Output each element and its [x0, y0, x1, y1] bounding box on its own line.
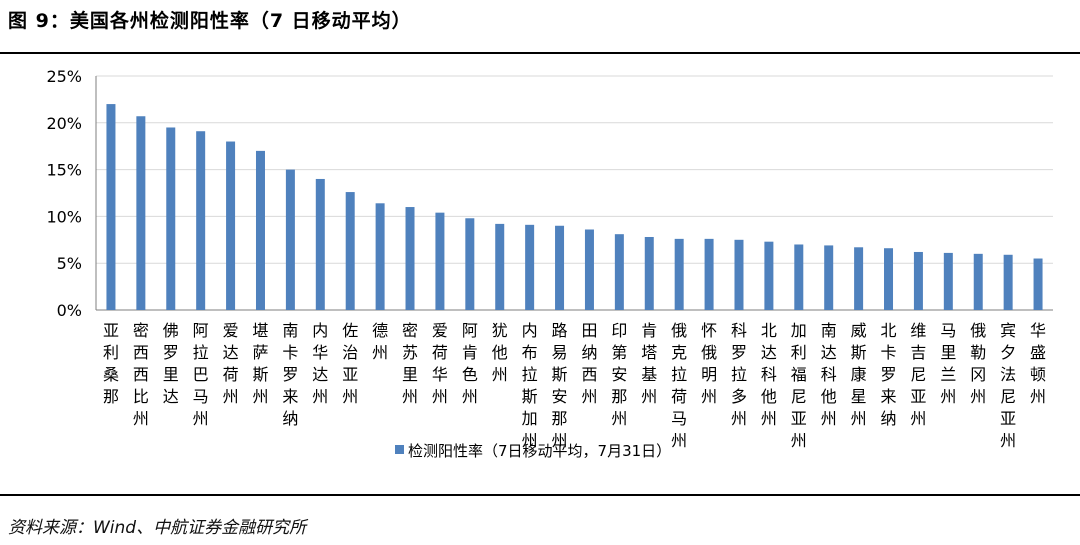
x-tick-label: 马里兰州: [940, 321, 956, 406]
bar: [704, 238, 714, 310]
bar: [345, 192, 355, 310]
bar: [106, 104, 116, 310]
bar: [495, 223, 505, 310]
x-tick-label: 华盛顿州: [1030, 321, 1046, 406]
x-tick-label: 亚利桑那: [103, 321, 119, 406]
x-tick-label: 肯塔基州: [641, 321, 657, 406]
x-tick-label: 维吉尼亚州: [910, 321, 926, 428]
bar: [226, 141, 236, 310]
bar: [196, 131, 206, 310]
x-tick-label: 佛罗里达: [163, 321, 179, 406]
y-tick-label: 15%: [46, 161, 82, 180]
top-rule: [0, 52, 1080, 54]
bar: [166, 127, 176, 310]
x-tick-label: 俄克拉荷马州: [671, 321, 687, 450]
x-tick-label: 密西西比州: [133, 321, 149, 428]
bar: [674, 238, 684, 310]
bar: [1003, 254, 1013, 310]
x-tick-label: 俄勒冈州: [970, 321, 986, 406]
bottom-rule: [0, 494, 1080, 496]
figure-title: 图 9：美国各州检测阳性率（7 日移动平均）: [8, 10, 412, 32]
y-tick-label: 5%: [57, 254, 82, 273]
legend: 检测阳性率（7日移动平均，7月31日）: [395, 442, 671, 460]
x-axis-labels: 亚利桑那密西西比州佛罗里达阿拉巴马州爱达荷州堪萨斯州南卡罗来纳内华达州佐治亚州德…: [103, 321, 1046, 450]
bar: [973, 253, 983, 310]
bar: [913, 251, 923, 310]
bar: [285, 169, 295, 310]
bar-chart: 0% 5% 10% 15% 20% 25% 亚利桑那密西西比州佛罗里达阿拉巴马州爱达荷州堪…: [46, 67, 1053, 460]
bar: [824, 245, 834, 310]
bar: [734, 239, 744, 310]
x-tick-label: 爱荷华州: [432, 321, 448, 406]
bar: [555, 225, 565, 310]
y-axis-ticks: 0% 5% 10% 15% 20% 25%: [46, 67, 82, 320]
bar: [315, 178, 325, 310]
bar: [614, 234, 624, 310]
x-tick-label: 宾夕法尼亚州: [1000, 321, 1016, 450]
legend-label: 检测阳性率（7日移动平均，7月31日）: [408, 442, 671, 460]
x-tick-label: 佐治亚州: [342, 321, 358, 406]
bar: [525, 224, 535, 310]
bar: [794, 244, 804, 310]
x-tick-label: 田纳西州: [581, 321, 597, 406]
bar: [405, 207, 415, 310]
y-tick-label: 25%: [46, 67, 82, 86]
bar: [255, 150, 265, 310]
x-tick-label: 犹他州: [492, 321, 508, 384]
y-tick-label: 10%: [46, 207, 82, 226]
bar: [584, 229, 594, 310]
x-tick-label: 科罗拉多州: [731, 321, 747, 428]
x-tick-label: 加利福尼亚州: [791, 321, 807, 450]
bar: [764, 241, 774, 310]
bar: [943, 252, 953, 310]
x-tick-label: 堪萨斯州: [252, 321, 268, 406]
grid-lines: [96, 75, 1053, 311]
x-tick-label: 路易斯安那州: [552, 321, 568, 450]
x-tick-label: 内华达州: [312, 321, 328, 406]
bar: [884, 248, 894, 310]
bar: [465, 218, 475, 310]
y-tick-label: 20%: [46, 114, 82, 133]
bar: [136, 116, 146, 310]
bar: [644, 236, 654, 310]
x-tick-label: 印第安那州: [611, 321, 627, 428]
x-tick-label: 阿肯色州: [462, 321, 478, 406]
source-note: 资料来源：Wind、中航证券金融研究所: [8, 518, 307, 538]
bar: [435, 212, 445, 310]
x-tick-label: 北卡罗来纳: [881, 321, 897, 428]
x-tick-label: 威斯康星州: [851, 321, 867, 428]
x-tick-label: 南卡罗来纳: [282, 321, 298, 428]
x-tick-label: 密苏里州: [402, 321, 418, 406]
bar: [375, 203, 385, 310]
x-tick-label: 北达科他州: [761, 321, 777, 428]
x-tick-label: 阿拉巴马州: [193, 321, 209, 428]
x-tick-label: 南达科他州: [821, 321, 837, 428]
y-tick-label: 0%: [57, 301, 82, 320]
x-tick-label: 内布拉斯加州: [522, 321, 538, 450]
x-tick-label: 怀俄明州: [701, 321, 717, 406]
bars: [106, 104, 1043, 310]
bar: [1033, 258, 1043, 310]
bar: [854, 247, 864, 310]
x-tick-label: 爱达荷州: [223, 321, 239, 406]
legend-swatch: [395, 445, 404, 454]
x-tick-label: 德州: [372, 321, 388, 362]
